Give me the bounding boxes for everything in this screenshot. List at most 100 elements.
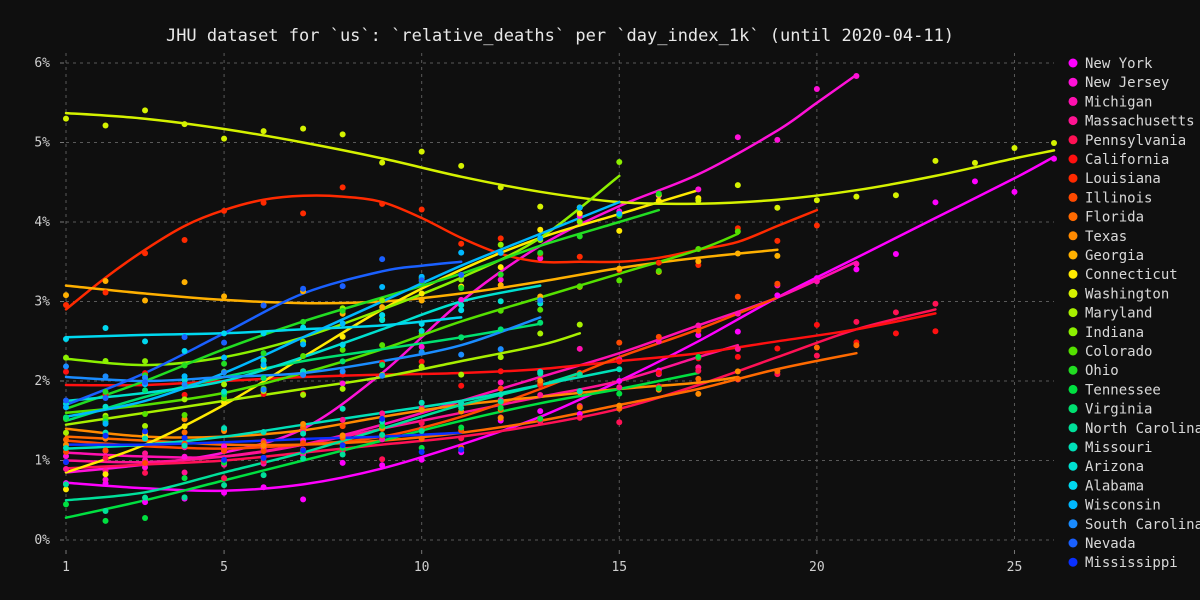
data-point-georgia (497, 282, 504, 289)
data-point-tennessee (418, 444, 425, 451)
data-point-wisconsin (379, 283, 386, 290)
data-point-mississippi (142, 428, 149, 435)
data-point-new-york (1011, 188, 1018, 195)
data-point-mississippi (339, 442, 346, 449)
data-point-washington (102, 122, 109, 129)
legend-marker (1068, 519, 1078, 529)
data-point-louisiana (458, 240, 465, 247)
data-point-louisiana (379, 200, 386, 207)
data-point-florida (181, 429, 188, 436)
legend-marker (1068, 442, 1078, 452)
legend-item-new-york: New York (1068, 56, 1153, 72)
data-point-georgia (379, 304, 386, 311)
data-point-maryland (576, 321, 583, 328)
data-point-louisiana (813, 222, 820, 229)
data-point-michigan (576, 345, 583, 352)
legend-label: Illinois (1085, 190, 1152, 206)
legend-marker (1068, 423, 1078, 433)
data-point-ohio (576, 233, 583, 240)
data-point-new-york (221, 489, 228, 496)
data-point-maryland (221, 381, 228, 388)
legend-marker (1068, 192, 1078, 202)
data-point-ohio (181, 362, 188, 369)
legend-item-california: California (1068, 152, 1169, 168)
data-point-north-carolina (300, 455, 307, 462)
data-point-washington (695, 197, 702, 204)
data-point-alabama (339, 341, 346, 348)
legend-item-indiana: Indiana (1068, 325, 1144, 341)
legend-marker (1068, 500, 1078, 510)
legend-label: Missouri (1085, 440, 1152, 456)
data-point-florida (734, 375, 741, 382)
legend-label: Colorado (1085, 344, 1152, 360)
data-point-california (458, 382, 465, 389)
data-point-pennsylvania (458, 435, 465, 442)
legend: New York New Jersey Michigan Massachusetts P… (1068, 56, 1200, 571)
data-point-washington (813, 197, 820, 204)
data-point-georgia (181, 279, 188, 286)
data-point-south-carolina (102, 373, 109, 380)
legend-item-missouri: Missouri (1068, 440, 1152, 456)
data-point-california (655, 369, 662, 376)
data-point-colorado (734, 228, 741, 235)
data-point-missouri (418, 399, 425, 406)
data-point-ohio (300, 318, 307, 325)
data-point-louisiana (300, 210, 307, 217)
data-point-missouri (221, 425, 228, 432)
data-point-south-carolina (300, 371, 307, 378)
data-point-texas (181, 416, 188, 423)
data-point-wisconsin (576, 204, 583, 211)
data-point-virginia (379, 362, 386, 369)
legend-item-mississippi: Mississippi (1068, 555, 1178, 571)
data-point-new-york (971, 178, 978, 185)
data-point-wisconsin (537, 235, 544, 242)
data-point-pennsylvania (379, 456, 386, 463)
data-point-wisconsin (300, 341, 307, 348)
y-tick-label: 4% (34, 215, 50, 230)
data-point-alabama (102, 325, 109, 332)
data-point-colorado (300, 352, 307, 359)
data-point-california (813, 321, 820, 328)
data-point-new-york (339, 459, 346, 466)
data-point-wisconsin (221, 354, 228, 361)
data-point-alabama (63, 336, 69, 343)
data-point-connecticut (418, 290, 425, 297)
data-point-south-carolina (181, 381, 188, 388)
data-point-florida (576, 404, 583, 411)
data-point-washington (497, 184, 504, 191)
legend-item-alabama: Alabama (1068, 478, 1144, 494)
legend-marker (1068, 538, 1078, 548)
data-point-colorado (339, 346, 346, 353)
legend-label: Louisiana (1085, 171, 1161, 187)
data-point-new-york (537, 408, 544, 415)
data-point-new-york (260, 484, 267, 491)
data-point-south-carolina (379, 372, 386, 379)
legend-label: Connecticut (1085, 267, 1178, 283)
legend-label: Indiana (1085, 325, 1144, 341)
data-point-illinois (734, 293, 741, 300)
data-point-south-carolina (260, 386, 267, 393)
data-point-washington (853, 193, 860, 200)
data-point-pennsylvania (616, 419, 623, 426)
data-point-louisiana (63, 302, 69, 309)
data-point-tennessee (695, 353, 702, 360)
data-point-pennsylvania (221, 475, 228, 482)
data-point-washington (734, 182, 741, 189)
legend-item-ohio: Ohio (1068, 363, 1119, 379)
data-point-maryland (537, 330, 544, 337)
data-point-alabama (142, 338, 149, 345)
data-point-connecticut (655, 197, 662, 204)
data-point-washington (1011, 145, 1018, 152)
data-point-louisiana (774, 237, 781, 244)
data-point-washington (63, 115, 69, 122)
data-point-texas (537, 377, 544, 384)
data-point-texas (734, 368, 741, 375)
data-point-tennessee (616, 390, 623, 397)
data-point-wisconsin (102, 420, 109, 427)
data-point-nevada (142, 379, 149, 386)
data-point-california (418, 358, 425, 365)
data-point-alabama (181, 347, 188, 354)
data-point-maryland (63, 429, 69, 436)
data-point-north-carolina (102, 507, 109, 514)
data-point-connecticut (339, 333, 346, 340)
